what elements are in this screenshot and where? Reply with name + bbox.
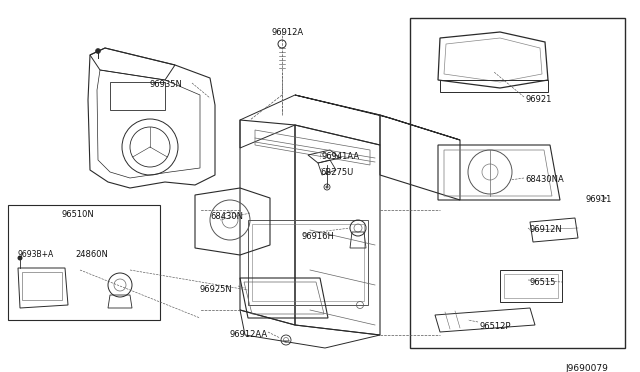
Text: 96515: 96515 (530, 278, 556, 287)
Text: 6B275U: 6B275U (320, 168, 353, 177)
Text: 68430N: 68430N (210, 212, 243, 221)
Bar (110, 82, 165, 110)
Text: 96921: 96921 (525, 95, 552, 104)
Bar (252, 224, 364, 301)
Text: 96912A: 96912A (272, 28, 304, 37)
Circle shape (95, 48, 100, 54)
Text: J9690079: J9690079 (565, 364, 608, 372)
Bar (248, 220, 368, 305)
Text: 96925N: 96925N (200, 285, 233, 294)
Bar (500, 270, 562, 302)
Text: 96935N: 96935N (150, 80, 183, 89)
Text: 96912AA: 96912AA (230, 330, 268, 339)
Bar (410, 18, 625, 348)
Bar (22, 272, 62, 300)
Text: 96911: 96911 (585, 195, 611, 204)
Text: 9693B+A: 9693B+A (18, 250, 54, 259)
Text: 68430NA: 68430NA (525, 175, 564, 184)
Text: 96916H: 96916H (302, 232, 335, 241)
Text: 96912N: 96912N (530, 225, 563, 234)
Text: 96512P: 96512P (480, 322, 511, 331)
Text: 24860N: 24860N (75, 250, 108, 259)
Bar (8, 205, 160, 320)
Circle shape (17, 256, 22, 260)
Text: 96510N: 96510N (62, 210, 95, 219)
Bar (504, 274, 558, 298)
Circle shape (326, 186, 328, 189)
Text: 96941AA: 96941AA (322, 152, 360, 161)
